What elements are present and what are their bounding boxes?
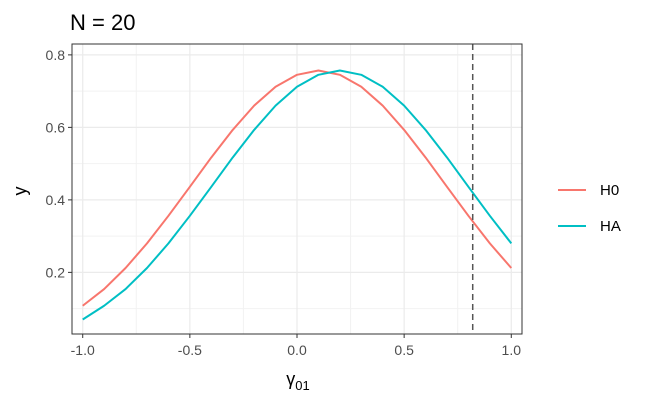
x-tick-label: 0.5 <box>394 342 414 358</box>
x-tick-label: -0.5 <box>178 342 202 358</box>
y-tick-label: 0.4 <box>46 192 66 208</box>
x-tick-label: 0.0 <box>287 342 307 358</box>
legend: H0 HA <box>558 182 621 235</box>
series-line-ha <box>82 69 513 321</box>
y-tick-label: 0.2 <box>46 264 66 280</box>
x-tick-label: -1.0 <box>71 342 95 358</box>
y-tick-label: 0.6 <box>46 119 66 135</box>
y-axis: 0.2 0.4 0.6 0.8 <box>46 47 72 280</box>
legend-label-h0: H0 <box>600 182 619 199</box>
y-axis-title: y <box>10 187 30 196</box>
grid-major <box>72 44 522 334</box>
x-tick-label: 1.0 <box>502 342 522 358</box>
legend-label-ha: HA <box>600 218 621 235</box>
chart-title: N = 20 <box>70 10 135 35</box>
y-tick-label: 0.8 <box>46 47 66 63</box>
series-line-h0 <box>82 69 513 307</box>
series-layer <box>82 69 513 321</box>
x-axis-title: γ01 <box>286 369 309 393</box>
x-axis: -1.0 -0.5 0.0 0.5 1.0 <box>71 334 522 358</box>
